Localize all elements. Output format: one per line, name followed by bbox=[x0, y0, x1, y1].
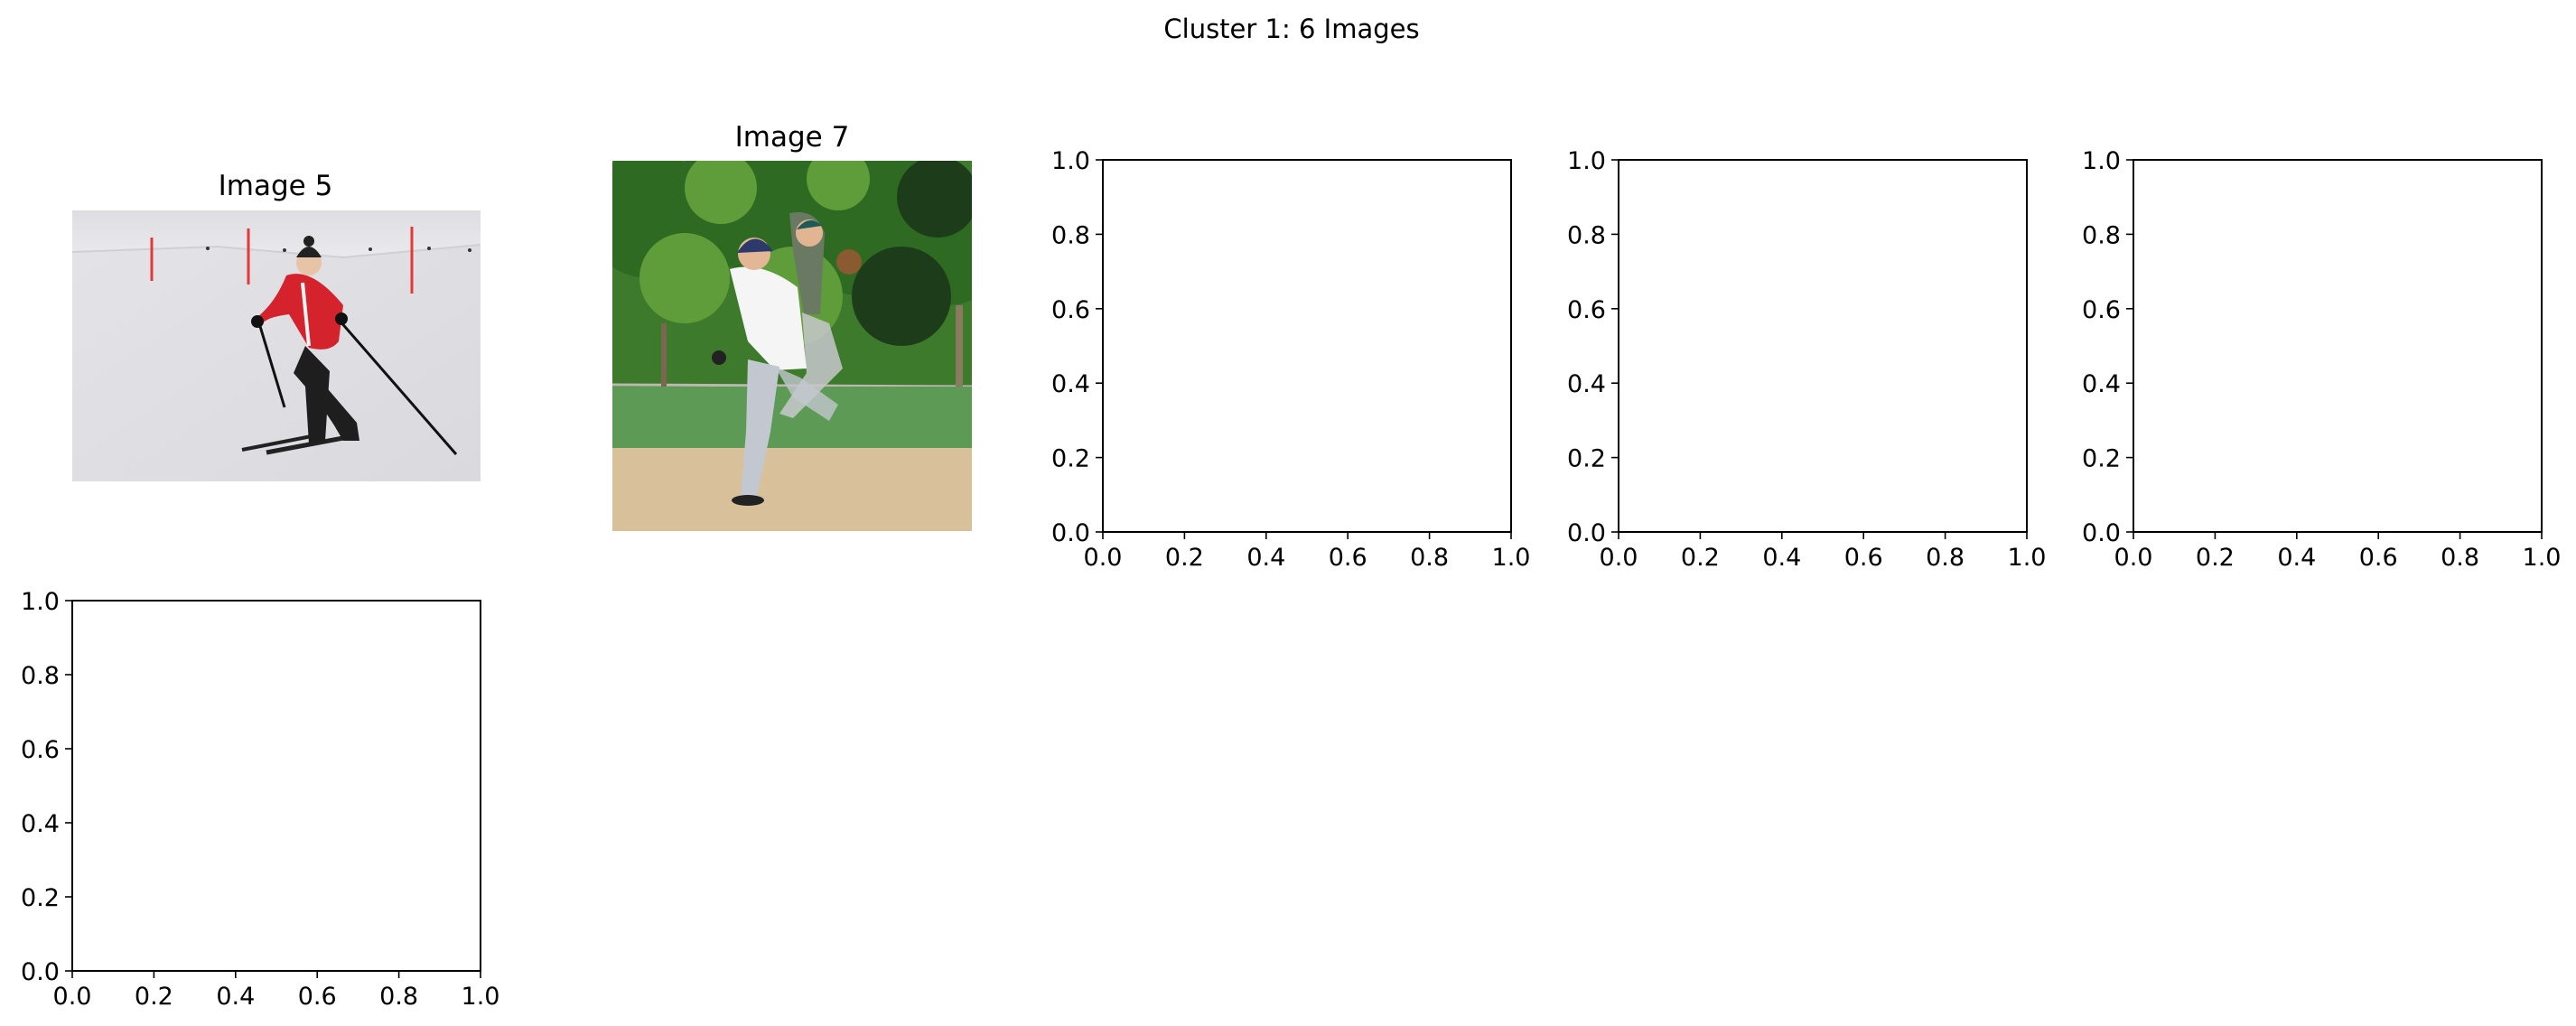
y-tick-label: 0.8 bbox=[1051, 221, 1090, 249]
baseball-photo bbox=[612, 161, 972, 531]
x-tick-label: 0.2 bbox=[1165, 544, 1204, 572]
x-tick-label: 0.4 bbox=[2277, 544, 2316, 572]
y-tick-label: 0.4 bbox=[21, 810, 60, 838]
y-tick-label: 1.0 bbox=[21, 588, 60, 616]
y-tick-label: 0.0 bbox=[2082, 519, 2121, 547]
x-tick-label: 0.6 bbox=[2359, 544, 2398, 572]
x-tick-label: 0.6 bbox=[1329, 544, 1367, 572]
y-tick-label: 1.0 bbox=[1567, 147, 1606, 175]
y-tick-label: 0.8 bbox=[1567, 221, 1606, 249]
empty-axes-3: 0.0 0.2 0.4 0.6 0.8 1.0 0.0 0.2 0.4 0.6 0.8 1.0 bbox=[2082, 147, 2561, 572]
axes-frame bbox=[71, 600, 481, 972]
y-tick-label: 0.4 bbox=[1051, 370, 1090, 398]
x-tick-label: 0.2 bbox=[2196, 544, 2235, 572]
y-tick-label: 0.0 bbox=[1051, 519, 1090, 547]
figure-title: Cluster 1: 6 Images bbox=[1163, 14, 1419, 44]
empty-axes-2: 0.0 0.2 0.4 0.6 0.8 1.0 0.0 0.2 0.4 0.6 0.8 1.0 bbox=[1567, 147, 2046, 572]
x-tick-label: 0.2 bbox=[135, 983, 173, 1011]
x-tick-label: 0.8 bbox=[2441, 544, 2479, 572]
skier-icon bbox=[241, 236, 458, 455]
y-tick-label: 1.0 bbox=[1051, 147, 1090, 175]
empty-axes-4: 0.0 0.2 0.4 0.6 0.8 1.0 0.0 0.2 0.4 0.6 0.8 1.0 bbox=[21, 588, 499, 1011]
x-tick-label: 0.4 bbox=[1246, 544, 1285, 572]
empty-axes-1: 0.0 0.2 0.4 0.6 0.8 1.0 0.0 0.2 0.4 0.6 0.8 1.0 bbox=[1051, 147, 1530, 572]
y-tick-label: 0.6 bbox=[21, 736, 60, 764]
skier-photo bbox=[72, 210, 481, 481]
y-tick-label: 0.0 bbox=[21, 958, 60, 986]
y-tick-label: 0.2 bbox=[1051, 445, 1090, 473]
x-tick-label: 1.0 bbox=[1492, 544, 1531, 572]
x-tick-label: 0.8 bbox=[379, 983, 418, 1011]
x-tick-label: 1.0 bbox=[2523, 544, 2562, 572]
y-tick-label: 1.0 bbox=[2082, 147, 2121, 175]
empty-axes-layer: 0.0 0.2 0.4 0.6 0.8 1.00.00.20.40.60.81.00.0 0… bbox=[21, 147, 2561, 1011]
y-tick-label: 0.2 bbox=[21, 884, 60, 912]
x-tick-label: 1.0 bbox=[462, 983, 500, 1011]
axes-frame bbox=[1618, 159, 2028, 533]
image-panel-baseball: Image 7 bbox=[612, 121, 972, 531]
x-tick-label: 0.0 bbox=[2114, 544, 2153, 572]
y-tick-label: 0.4 bbox=[2082, 370, 2121, 398]
x-tick-label: 0.4 bbox=[1762, 544, 1801, 572]
y-tick-label: 0.6 bbox=[2082, 296, 2121, 324]
panel-title-image-7: Image 7 bbox=[735, 121, 850, 154]
baseball-players-icon bbox=[712, 211, 862, 506]
x-tick-label: 0.2 bbox=[1681, 544, 1720, 572]
x-tick-label: 0.6 bbox=[1844, 544, 1883, 572]
y-tick-label: 0.6 bbox=[1567, 296, 1606, 324]
axes-frame bbox=[2133, 159, 2543, 533]
axes-frame bbox=[1102, 159, 1512, 533]
y-tick-label: 0.8 bbox=[2082, 221, 2121, 249]
y-tick-label: 0.2 bbox=[1567, 445, 1606, 473]
y-tick-label: 0.8 bbox=[21, 662, 60, 690]
x-tick-label: 0.4 bbox=[216, 983, 255, 1011]
x-tick-label: 0.0 bbox=[1600, 544, 1638, 572]
x-tick-label: 0.0 bbox=[1084, 544, 1123, 572]
x-tick-label: 0.0 bbox=[53, 983, 92, 1011]
x-tick-label: 0.8 bbox=[1410, 544, 1449, 572]
panel-title-image-5: Image 5 bbox=[219, 170, 333, 202]
x-tick-label: 0.8 bbox=[1926, 544, 1965, 572]
y-tick-label: 0.0 bbox=[1567, 519, 1606, 547]
image-panel-skier: Image 5 bbox=[72, 170, 481, 481]
y-tick-label: 0.6 bbox=[1051, 296, 1090, 324]
x-tick-label: 1.0 bbox=[2008, 544, 2047, 572]
y-tick-label: 0.4 bbox=[1567, 370, 1606, 398]
x-tick-label: 0.6 bbox=[298, 983, 337, 1011]
y-tick-label: 0.2 bbox=[2082, 445, 2121, 473]
